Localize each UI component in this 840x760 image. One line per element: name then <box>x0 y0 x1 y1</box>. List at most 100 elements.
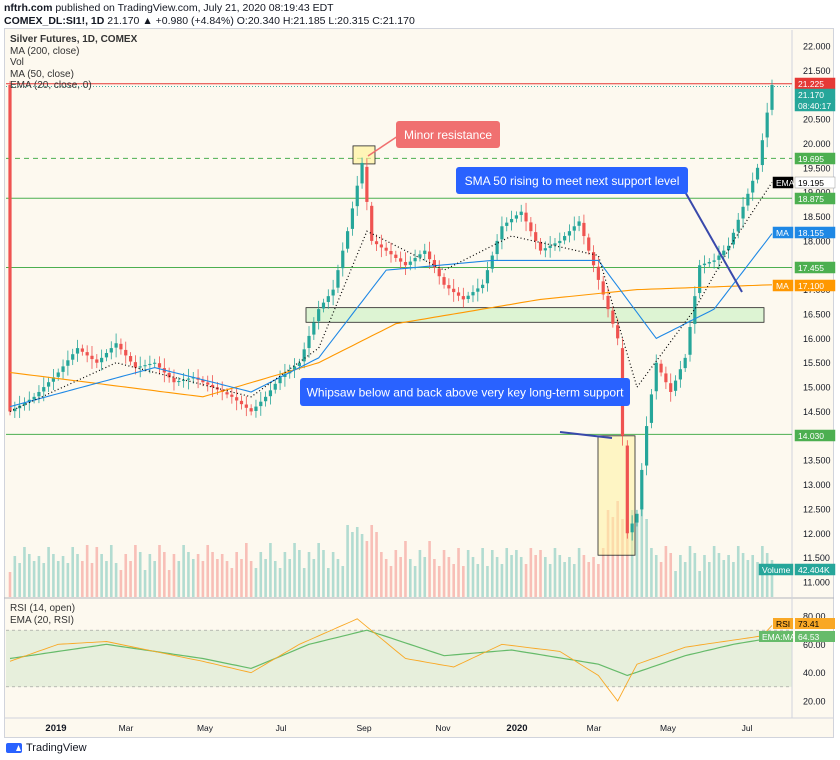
candle-body <box>702 263 707 266</box>
candle-body <box>717 255 721 260</box>
resistance-box <box>352 145 376 165</box>
volume-bar <box>245 543 248 597</box>
volume-bar <box>592 557 595 597</box>
volume-bar <box>611 517 615 597</box>
price-tag-label: 17.100 <box>798 281 824 291</box>
candle-body <box>558 240 562 244</box>
candle-body <box>577 221 581 226</box>
volume-bar <box>370 525 374 597</box>
candle-body <box>37 391 41 397</box>
volume-bar <box>100 554 103 597</box>
candle-body <box>326 296 330 302</box>
volume-bar <box>389 566 393 597</box>
volume-bar <box>394 550 398 597</box>
sma50-arrow <box>683 189 743 293</box>
price-tag-label: 42.404K <box>798 565 830 575</box>
candle-body <box>119 343 123 350</box>
candle-body <box>336 270 340 288</box>
price-tag-box <box>794 176 836 189</box>
candle-body <box>572 226 576 231</box>
candle-body <box>66 360 70 366</box>
price-tick-label: 12.000 <box>803 529 831 539</box>
candle-body <box>654 362 658 392</box>
volume-bar <box>756 562 759 597</box>
price-tag-label: 17.455 <box>798 263 824 273</box>
volume-bar <box>384 559 388 597</box>
volume-bar <box>452 564 455 597</box>
volume-bar <box>572 564 576 597</box>
volume-bar <box>273 561 277 597</box>
candle-body <box>128 356 133 362</box>
published-text: published on TradingView.com, July 21, 2… <box>55 2 334 14</box>
candle-body <box>524 212 528 222</box>
rsi-legend-line2: EMA (20, RSI) <box>10 614 74 626</box>
volume-bar <box>148 554 152 597</box>
volume-bar <box>597 564 600 597</box>
volume-bar <box>230 568 234 597</box>
volume-bar <box>674 571 677 597</box>
chart-legend: Silver Futures, 1D, COMEX MA (200, close… <box>10 34 137 92</box>
price-tick-label: 16.000 <box>803 334 831 344</box>
volume-bar <box>601 548 605 597</box>
candle-body <box>538 241 543 251</box>
volume-bar <box>109 545 113 597</box>
candle-body <box>563 236 567 241</box>
volume-bar <box>8 572 12 597</box>
minor-resistance-callout-box <box>396 121 500 148</box>
support-zone-box <box>305 307 765 323</box>
price-tag-label: MA <box>776 228 789 238</box>
whipsaw-callout-text: Whipsaw below and back above very key lo… <box>307 386 624 400</box>
volume-bar <box>138 552 142 597</box>
volume-bar <box>751 555 755 597</box>
volume-bar <box>703 555 706 597</box>
volume-bar <box>654 555 658 597</box>
candle-body <box>71 354 75 360</box>
volume-bar <box>481 548 484 597</box>
candle-body <box>485 270 490 284</box>
rsi-ema-line <box>9 629 773 677</box>
volume-bar <box>249 561 253 597</box>
volume-bar <box>225 561 229 597</box>
candle-body <box>186 378 191 380</box>
volume-bar <box>669 553 673 597</box>
rsi-tag-box <box>773 618 793 629</box>
volume-bar <box>240 559 243 597</box>
volume-bar <box>515 550 518 597</box>
candle-body <box>698 265 702 294</box>
price-tag-label: 18.875 <box>798 194 824 204</box>
volume-bar <box>490 550 494 597</box>
resistance-arrow <box>367 135 399 157</box>
candle-body <box>374 241 379 245</box>
volume-bar <box>582 555 586 597</box>
volume-bar <box>158 545 161 597</box>
candle-body <box>235 397 239 401</box>
volume-bar <box>539 550 542 597</box>
candle-body <box>755 167 760 180</box>
publish-line: nftrh.com published on TradingView.com, … <box>4 2 334 14</box>
candle-body <box>42 387 46 392</box>
price-tag-box <box>772 226 794 239</box>
candle-body <box>148 363 152 366</box>
candle-body <box>452 288 456 293</box>
volume-bar <box>650 548 653 597</box>
candle-body <box>302 349 306 362</box>
candle-body <box>389 251 393 255</box>
price-tick-label: 18.000 <box>803 236 831 246</box>
time-axis-label: May <box>660 723 677 733</box>
volume-bar <box>746 560 750 597</box>
candle-body <box>56 372 60 377</box>
time-axis-label: Jul <box>276 723 287 733</box>
volume-bar <box>47 547 50 597</box>
candle-body <box>249 408 253 412</box>
rsi-tag-label: RSI <box>776 619 790 629</box>
volume-bar <box>732 562 735 597</box>
candle-body <box>664 373 668 383</box>
volume-bar <box>553 548 557 597</box>
volume-bar <box>264 559 267 597</box>
candle-body <box>770 84 774 110</box>
candle-body <box>712 260 716 262</box>
candle-body <box>529 222 533 232</box>
candle-body <box>461 296 465 300</box>
volume-bar <box>524 564 528 597</box>
